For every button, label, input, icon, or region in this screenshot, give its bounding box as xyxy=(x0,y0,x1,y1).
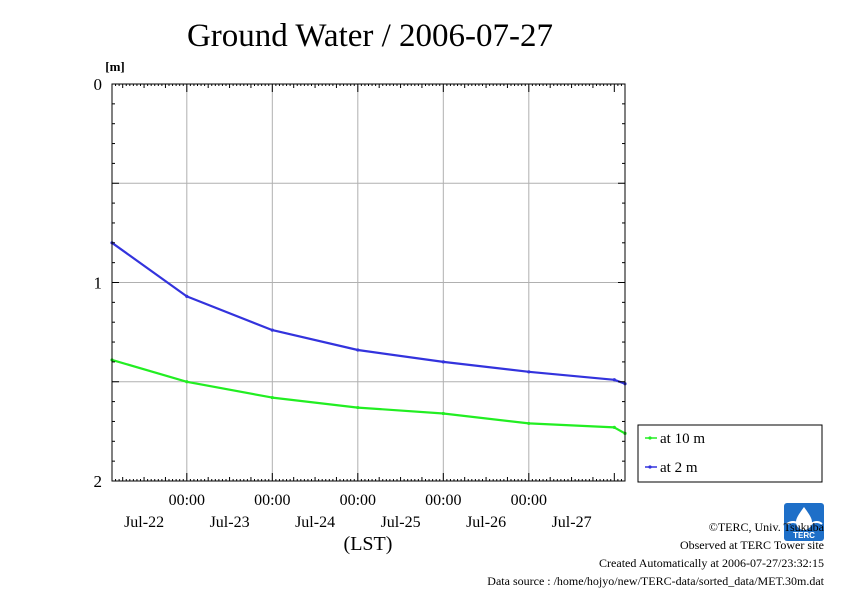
data-point-at-2-m xyxy=(270,328,274,332)
series-line-at-2-m xyxy=(111,241,626,385)
data-point-at-10-m xyxy=(270,396,274,400)
chart-title: Ground Water / 2006-07-27 xyxy=(187,18,553,54)
grid-layer xyxy=(112,84,625,481)
data-point-at-2-m xyxy=(185,294,189,298)
x-day-label: Jul-24 xyxy=(295,514,335,531)
data-point-at-2-m xyxy=(527,370,531,374)
x-day-label: Jul-27 xyxy=(552,514,592,531)
footer-created: Created Automatically at 2006-07-27/23:3… xyxy=(599,556,824,570)
data-point-at-2-m xyxy=(356,348,360,352)
x-day-label: Jul-23 xyxy=(210,514,250,531)
data-point-at-2-m xyxy=(441,360,445,364)
data-point-at-10-m xyxy=(612,425,616,430)
y-tick-label: 1 xyxy=(94,274,103,293)
terc-logo: TERC xyxy=(784,503,824,541)
series-layer xyxy=(110,241,627,435)
data-point-at-10-m xyxy=(441,411,445,416)
x-tick-label: 00:00 xyxy=(169,492,205,509)
tick-layer xyxy=(111,83,626,482)
x-day-label: Jul-25 xyxy=(381,514,421,531)
data-point-at-2-m xyxy=(612,378,616,382)
y-axis-unit-label: [m] xyxy=(105,59,125,74)
footer-data-source: Data source : /home/hojyo/new/TERC-data/… xyxy=(487,574,824,588)
legend-marker-at-2m xyxy=(648,465,652,469)
y-tick-label: 0 xyxy=(94,75,103,94)
x-tick-label: 00:00 xyxy=(254,492,290,509)
footer-observed: Observed at TERC Tower site xyxy=(679,538,824,552)
label-layer: 0 1 2 00:00 00:00 00:00 00:00 00:00 Jul-22 Jul-23… xyxy=(94,75,592,531)
series-line-at-10-m xyxy=(111,358,626,435)
x-day-label: Jul-22 xyxy=(124,514,164,531)
x-tick-label: 00:00 xyxy=(425,492,461,509)
legend-label-at-10m: at 10 m xyxy=(660,431,705,447)
legend-marker-at-10m xyxy=(648,436,652,440)
y-tick-label: 2 xyxy=(94,472,103,491)
legend: at 10 m at 2 m xyxy=(637,424,823,483)
x-axis-title: (LST) xyxy=(344,533,393,555)
x-day-label: Jul-26 xyxy=(466,514,506,531)
x-tick-label: 00:00 xyxy=(340,492,376,509)
data-point-at-10-m xyxy=(356,405,360,410)
logo-text: TERC xyxy=(793,531,815,540)
data-point-at-10-m xyxy=(185,380,189,384)
x-tick-label: 00:00 xyxy=(511,492,547,509)
legend-label-at-2m: at 2 m xyxy=(660,460,698,476)
footer-copyright: ©TERC, Univ. Tsukuba xyxy=(708,520,824,534)
legend-box xyxy=(637,424,823,483)
data-point-at-10-m xyxy=(527,421,531,426)
